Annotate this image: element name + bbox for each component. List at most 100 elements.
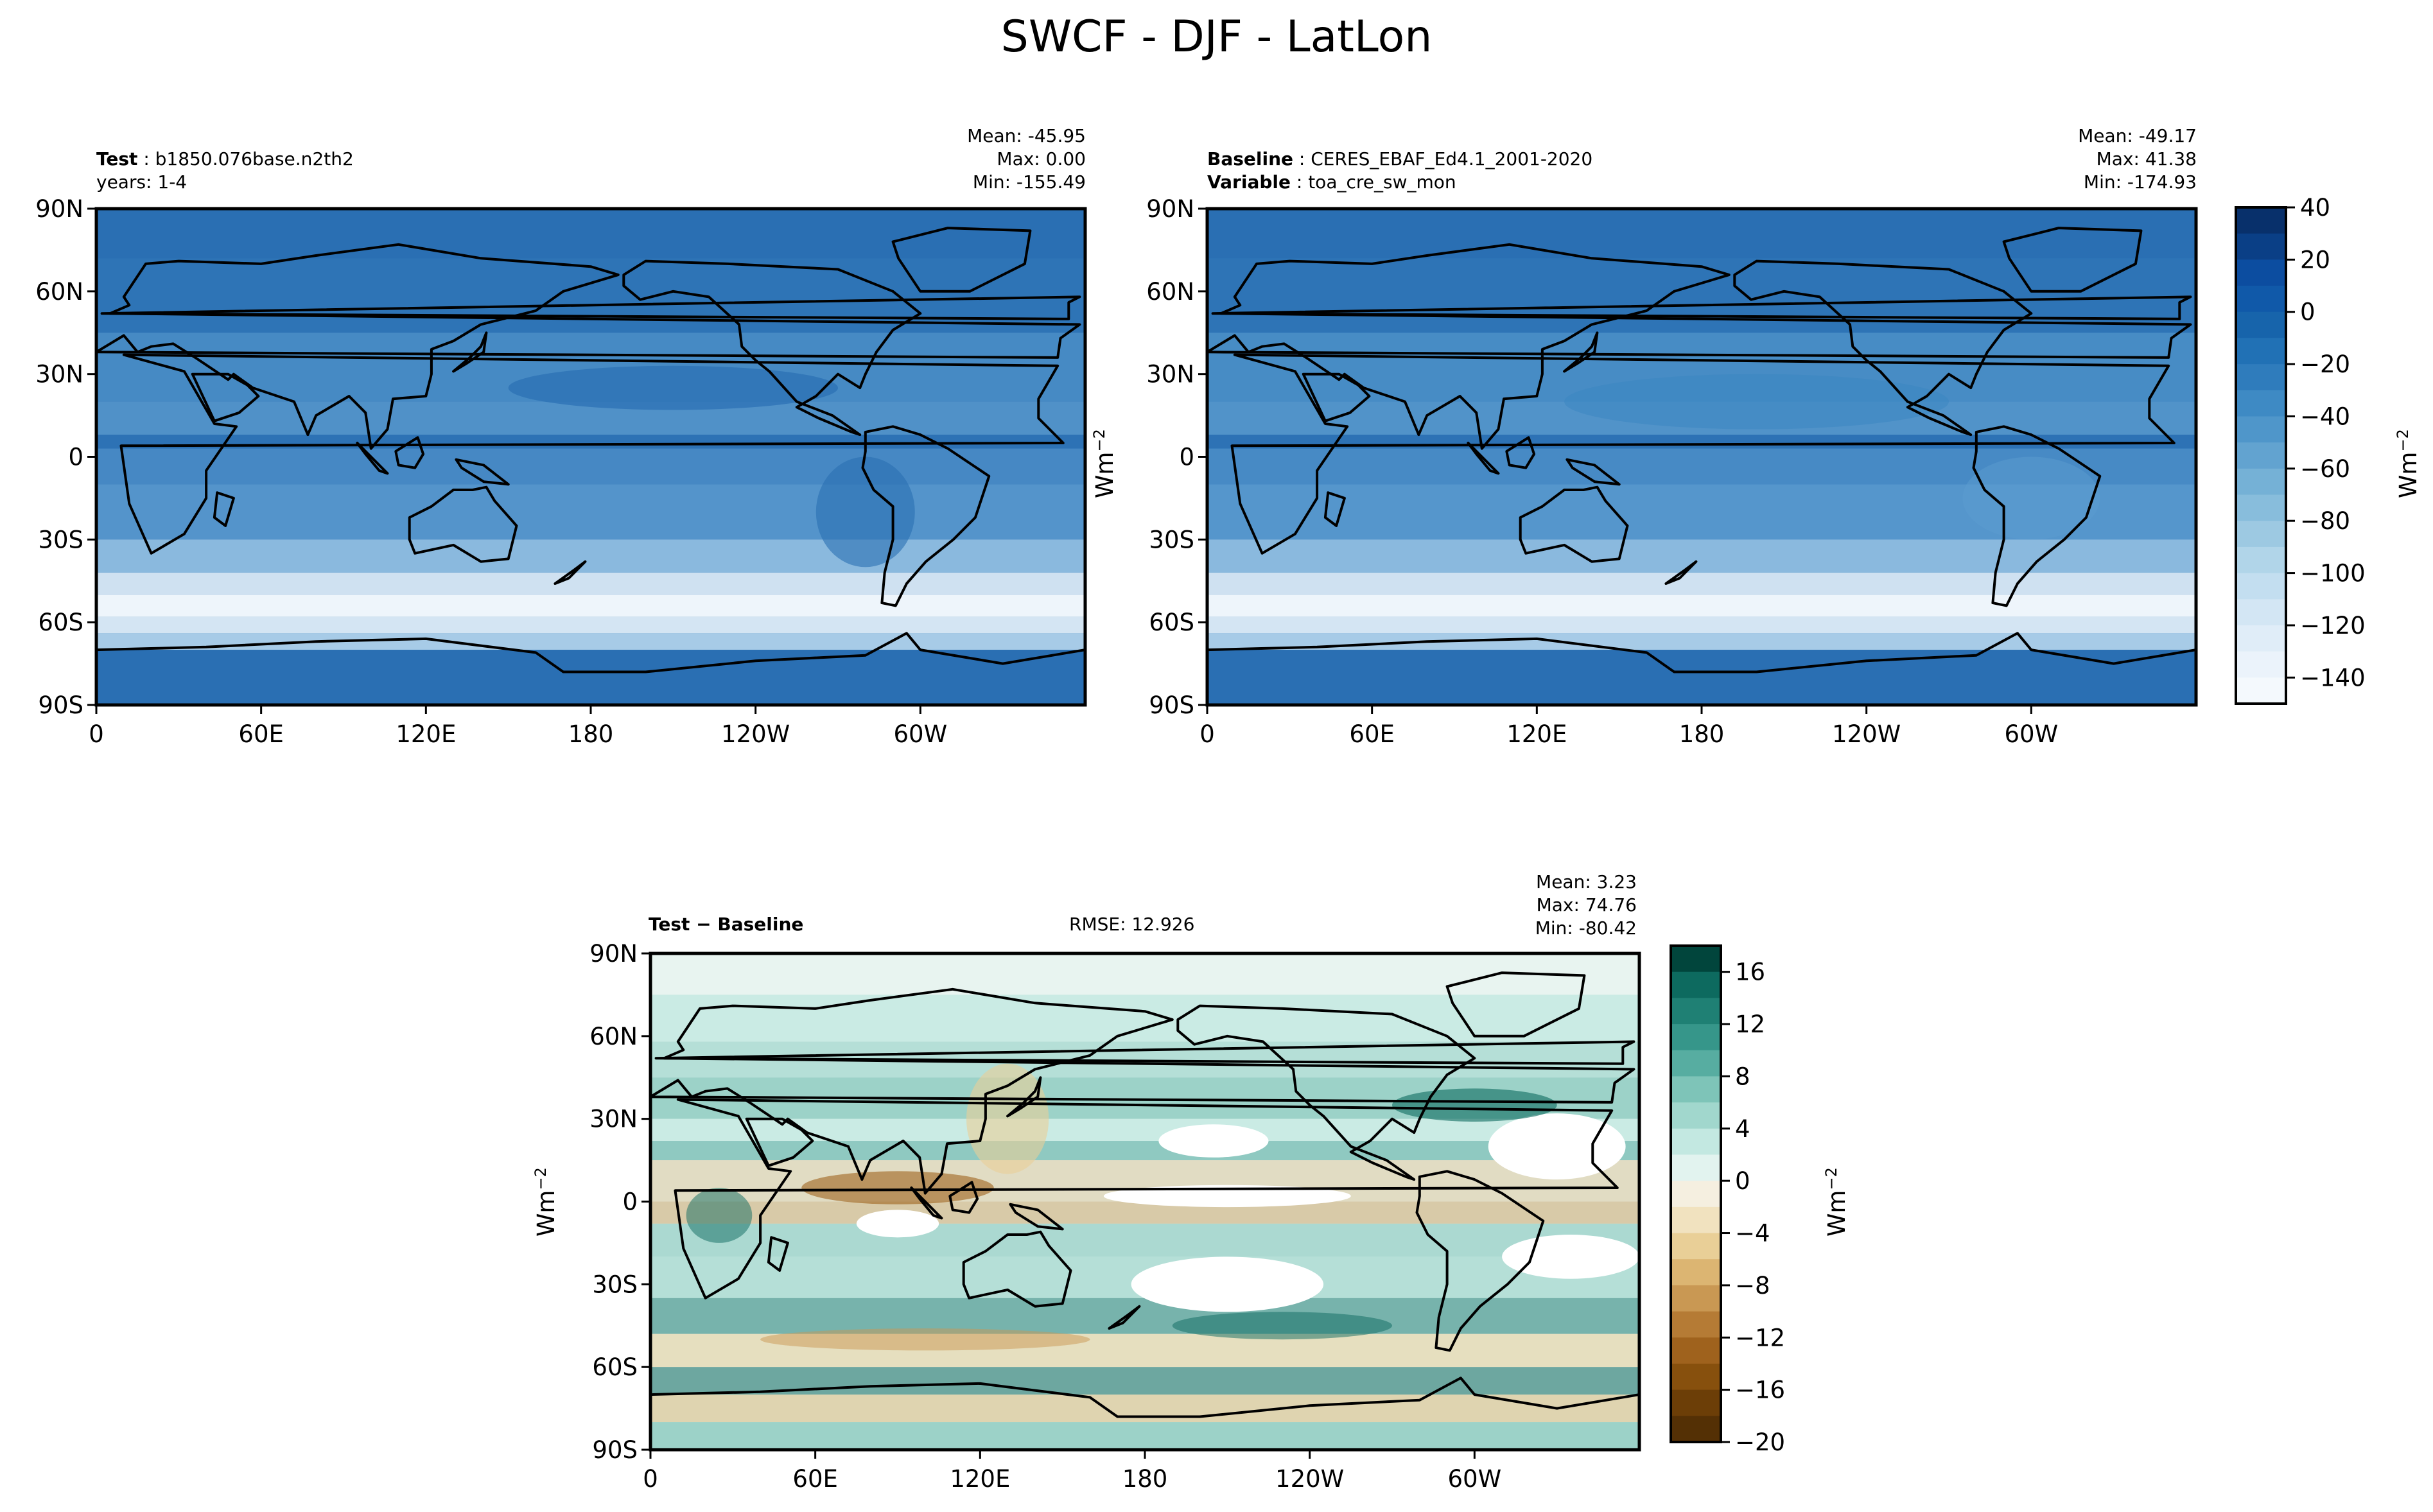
field-anomaly	[1158, 1124, 1269, 1158]
colorbar-tick-label: 4	[1735, 1115, 1750, 1143]
baseline-header: Baseline : CERES_EBAF_Ed4.1_2001-2020 Va…	[1207, 148, 1593, 193]
coastline-newguinea	[1565, 458, 1621, 486]
field-anomaly	[856, 1210, 939, 1238]
field-anomaly	[1962, 456, 2100, 540]
field-band	[96, 633, 1085, 650]
diff-min: Min: -80.42	[1535, 917, 1637, 939]
field-anomaly	[966, 1063, 1049, 1174]
baseline-max: Max: 41.38	[2096, 148, 2197, 169]
field-band	[1207, 633, 2196, 650]
coastline-japan	[452, 331, 488, 373]
field-anomaly	[508, 365, 838, 410]
x-tick-label: 60W	[893, 720, 947, 748]
field-anomaly	[1131, 1256, 1324, 1312]
y-tick-label: 30N	[589, 1106, 638, 1133]
test-header: Test : b1850.076base.n2th2 years: 1-4	[96, 148, 354, 193]
x-tick-label: 60E	[792, 1465, 837, 1493]
field-band	[650, 1422, 1639, 1450]
coastline-antarctica	[96, 632, 1085, 705]
coastline-borneo	[394, 436, 425, 469]
field-anomaly	[686, 1188, 753, 1243]
field-band	[1207, 650, 2196, 705]
x-tick-label: 120E	[396, 720, 456, 748]
coastline-africa	[1230, 353, 2176, 555]
field-anomaly	[801, 1171, 994, 1204]
test-map: 0 60E 120E 180 120W 60W 90N 60N 30N 0 30S 60S 90S	[35, 195, 1087, 748]
baseline-label: Baseline	[1207, 148, 1294, 169]
coastline-arabia	[1302, 372, 1371, 422]
variable-label: Variable	[1207, 171, 1291, 193]
field-anomaly	[1488, 1113, 1626, 1180]
colorbar-segment	[2236, 521, 2286, 548]
field-band	[650, 1118, 1639, 1142]
colorbar-segment	[1671, 1181, 1721, 1208]
colorbar-segment	[1671, 971, 1721, 998]
y-tick-label: 30N	[35, 361, 83, 388]
coastline-japan	[1006, 1076, 1042, 1118]
coastline-africa	[119, 353, 1065, 555]
y-tick-label: 60N	[35, 278, 83, 306]
colorbar-tick-label: −100	[2300, 560, 2366, 587]
coastline-eurasia	[1207, 243, 2192, 450]
colorbar-segment	[2236, 468, 2286, 496]
y-tick-label: 30N	[1146, 361, 1194, 388]
x-tick-label: 120E	[1506, 720, 1567, 748]
x-tick-label: 0	[643, 1465, 658, 1493]
colorbar-segment	[1671, 1285, 1721, 1312]
field-anomaly	[1502, 1235, 1639, 1279]
x-tick-label: 60W	[1447, 1465, 1501, 1493]
coastline-antarctica	[1207, 632, 2196, 705]
coastline-africa	[674, 1098, 1619, 1299]
coastline-australia	[962, 1230, 1072, 1308]
colorbar-segment	[2236, 442, 2286, 469]
colorbar-tick-label: −8	[1735, 1272, 1770, 1299]
x-tick-label: 180	[1122, 1465, 1168, 1493]
coastline-samerica	[861, 425, 991, 607]
colorbar-segment	[1671, 1363, 1721, 1391]
x-tick-label: 120W	[1832, 720, 1901, 748]
field-anomaly	[1103, 1185, 1351, 1208]
field-band	[650, 1395, 1639, 1423]
coastline-newguinea	[455, 458, 510, 486]
test-case-name: b1850.076base.n2th2	[155, 148, 354, 169]
diff-mean: Mean: 3.23	[1536, 871, 1637, 892]
colorbar-segment	[2236, 364, 2286, 391]
colorbar-segment	[2236, 651, 2286, 678]
colorbar-segment	[1671, 1154, 1721, 1181]
colorbar-segment	[1671, 1337, 1721, 1364]
test-label: Test	[96, 148, 138, 169]
field-band	[650, 1141, 1639, 1161]
coastline-samerica	[1415, 1170, 1545, 1352]
x-tick-label: 120E	[950, 1465, 1010, 1493]
colorbar-segment	[2236, 286, 2286, 313]
test-stats: Mean: -45.95 Max: 0.00 Min: -155.49	[967, 125, 1086, 194]
colorbar-tick-label: 0	[1735, 1167, 1750, 1195]
colorbar-segment	[1671, 1024, 1721, 1051]
field-band	[96, 258, 1085, 333]
colorbar-frame	[2235, 206, 2287, 705]
x-tick-label: 180	[568, 720, 614, 748]
y-tick-label: 0	[1179, 444, 1194, 471]
map-field	[650, 953, 1639, 1450]
diff-max: Max: 74.76	[1536, 894, 1637, 916]
diff-stats: Mean: 3.23 Max: 74.76 Min: -80.42	[1535, 871, 1637, 940]
baseline-min: Min: -174.93	[2083, 171, 2197, 193]
field-band	[1207, 258, 2196, 333]
colorbar-segment	[1671, 946, 1721, 973]
coastline-uk	[100, 295, 1081, 320]
diff-map: 0 60E 120E 180 120W 60W 90N 60N 30N 0 30S 60S 90S	[589, 940, 1641, 1493]
coastline-antarctica	[650, 1377, 1639, 1450]
colorbar-tick-label: −60	[2300, 455, 2350, 483]
coastline-samerica	[1972, 425, 2102, 607]
colorbar-tick-label: −40	[2300, 403, 2350, 430]
field-band	[96, 650, 1085, 705]
coastline-australia	[1519, 485, 1629, 563]
colorbar-segment	[2236, 259, 2286, 286]
field-band	[96, 572, 1085, 595]
coastline-madagascar	[213, 491, 235, 527]
colorbar-tick-label: 0	[2300, 299, 2315, 326]
x-tick-label: 0	[89, 720, 104, 748]
baseline-name: CERES_EBAF_Ed4.1_2001-2020	[1311, 148, 1593, 169]
colorbar-segment	[2236, 573, 2286, 600]
y-tick-label: 90N	[589, 940, 638, 968]
